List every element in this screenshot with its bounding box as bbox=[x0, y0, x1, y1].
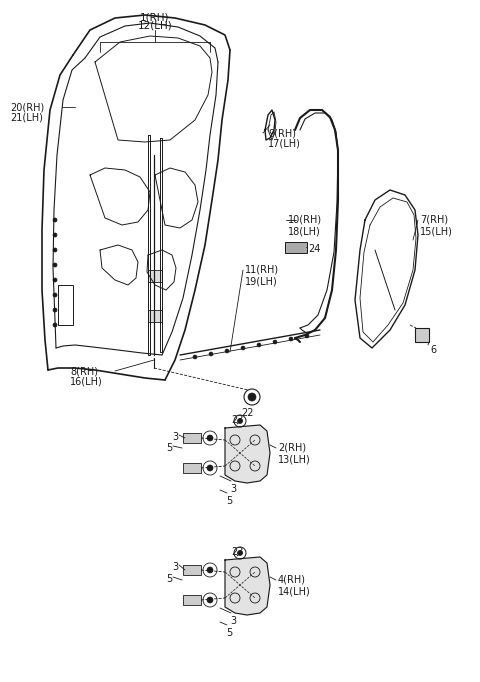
Text: 3: 3 bbox=[230, 484, 236, 494]
Text: 18(LH): 18(LH) bbox=[288, 226, 321, 236]
Circle shape bbox=[53, 293, 57, 297]
Bar bbox=[183, 565, 201, 575]
Text: 12(LH): 12(LH) bbox=[138, 21, 172, 31]
Text: 5: 5 bbox=[166, 574, 172, 584]
Circle shape bbox=[248, 393, 256, 401]
Circle shape bbox=[207, 597, 213, 603]
Bar bbox=[148, 310, 162, 322]
Polygon shape bbox=[225, 425, 270, 483]
Circle shape bbox=[238, 550, 242, 556]
Text: 17(LH): 17(LH) bbox=[268, 139, 301, 149]
Circle shape bbox=[53, 308, 57, 312]
Text: 24: 24 bbox=[308, 244, 320, 254]
Text: 5: 5 bbox=[166, 443, 172, 453]
Circle shape bbox=[273, 340, 277, 344]
Text: 9(RH): 9(RH) bbox=[268, 128, 296, 138]
Text: 21(LH): 21(LH) bbox=[10, 113, 43, 123]
Text: 11(RH): 11(RH) bbox=[245, 265, 279, 275]
Polygon shape bbox=[225, 557, 270, 615]
Bar bbox=[58, 285, 73, 325]
Circle shape bbox=[207, 435, 213, 441]
Text: 6: 6 bbox=[430, 345, 436, 355]
Text: 5: 5 bbox=[226, 496, 232, 506]
Circle shape bbox=[207, 465, 213, 471]
Circle shape bbox=[53, 233, 57, 237]
Text: 10(RH): 10(RH) bbox=[288, 215, 322, 225]
Text: 16(LH): 16(LH) bbox=[70, 377, 103, 387]
Text: 3: 3 bbox=[172, 432, 178, 442]
Text: 5: 5 bbox=[226, 628, 232, 638]
Circle shape bbox=[305, 334, 309, 338]
Text: 20(RH): 20(RH) bbox=[10, 102, 44, 112]
Text: 13(LH): 13(LH) bbox=[278, 454, 311, 464]
Bar bbox=[183, 433, 201, 443]
Circle shape bbox=[225, 349, 229, 353]
Text: 3: 3 bbox=[230, 616, 236, 626]
Text: 15(LH): 15(LH) bbox=[420, 226, 453, 236]
Circle shape bbox=[238, 419, 242, 424]
Bar bbox=[415, 328, 429, 342]
Circle shape bbox=[257, 343, 261, 347]
Text: 1(RH): 1(RH) bbox=[140, 12, 170, 22]
Text: 3: 3 bbox=[172, 562, 178, 572]
Circle shape bbox=[53, 323, 57, 327]
Text: 23: 23 bbox=[231, 415, 243, 425]
Text: 7(RH): 7(RH) bbox=[420, 215, 448, 225]
Text: 23: 23 bbox=[231, 547, 243, 557]
Bar bbox=[148, 270, 162, 282]
Circle shape bbox=[289, 337, 293, 341]
Circle shape bbox=[53, 278, 57, 282]
Text: 19(LH): 19(LH) bbox=[245, 276, 278, 286]
Bar bbox=[183, 595, 201, 605]
Text: 14(LH): 14(LH) bbox=[278, 586, 311, 596]
Text: 4(RH): 4(RH) bbox=[278, 575, 306, 585]
Circle shape bbox=[53, 248, 57, 252]
Text: 2(RH): 2(RH) bbox=[278, 443, 306, 453]
Bar bbox=[285, 242, 307, 253]
Circle shape bbox=[209, 352, 213, 356]
Bar bbox=[183, 463, 201, 473]
Circle shape bbox=[53, 263, 57, 267]
Text: 8(RH): 8(RH) bbox=[70, 366, 98, 376]
Circle shape bbox=[53, 218, 57, 222]
Circle shape bbox=[241, 346, 245, 350]
Circle shape bbox=[207, 567, 213, 573]
Circle shape bbox=[193, 355, 197, 359]
Text: 22: 22 bbox=[241, 408, 253, 418]
